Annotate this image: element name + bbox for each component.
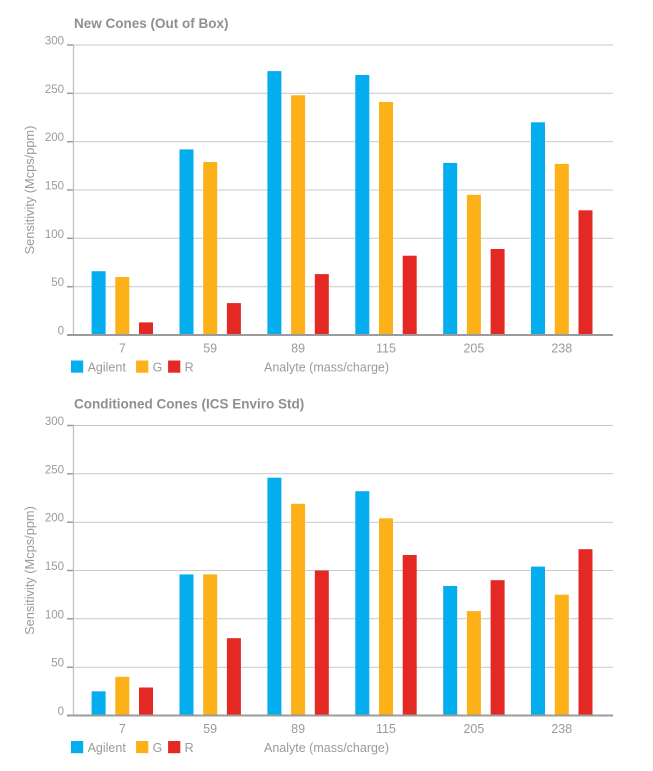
svg-text:250: 250 bbox=[45, 84, 64, 96]
svg-text:205: 205 bbox=[463, 722, 484, 736]
svg-text:R: R bbox=[185, 741, 194, 755]
svg-text:89: 89 bbox=[291, 722, 305, 736]
svg-text:7: 7 bbox=[119, 722, 126, 736]
svg-text:Analyte (mass/charge): Analyte (mass/charge) bbox=[264, 361, 389, 375]
svg-text:R: R bbox=[185, 361, 194, 375]
svg-text:250: 250 bbox=[45, 464, 64, 476]
svg-text:205: 205 bbox=[463, 342, 484, 356]
svg-text:115: 115 bbox=[376, 722, 396, 736]
svg-text:0: 0 bbox=[58, 706, 64, 718]
svg-text:0: 0 bbox=[58, 326, 64, 338]
svg-text:G: G bbox=[153, 741, 163, 755]
svg-text:300: 300 bbox=[45, 416, 64, 428]
svg-text:Agilent: Agilent bbox=[88, 361, 127, 375]
svg-text:7: 7 bbox=[119, 342, 126, 356]
svg-text:50: 50 bbox=[51, 277, 64, 289]
svg-text:Analyte (mass/charge): Analyte (mass/charge) bbox=[264, 741, 389, 755]
svg-text:238: 238 bbox=[551, 342, 572, 356]
svg-text:150: 150 bbox=[45, 561, 64, 573]
svg-text:Sensitivity (Mcps/ppm): Sensitivity (Mcps/ppm) bbox=[22, 126, 37, 255]
svg-text:200: 200 bbox=[45, 513, 64, 525]
svg-text:59: 59 bbox=[203, 342, 217, 356]
svg-text:115: 115 bbox=[376, 342, 396, 356]
svg-text:300: 300 bbox=[45, 36, 64, 48]
svg-text:G: G bbox=[153, 361, 163, 375]
svg-text:50: 50 bbox=[51, 658, 64, 670]
svg-text:89: 89 bbox=[291, 342, 305, 356]
svg-text:238: 238 bbox=[551, 722, 572, 736]
svg-text:59: 59 bbox=[203, 722, 217, 736]
svg-text:100: 100 bbox=[45, 229, 64, 241]
svg-text:150: 150 bbox=[45, 181, 64, 193]
svg-text:200: 200 bbox=[45, 132, 64, 144]
svg-text:100: 100 bbox=[45, 609, 64, 621]
svg-text:New Cones (Out of Box): New Cones (Out of Box) bbox=[74, 16, 229, 31]
svg-text:Conditioned Cones (ICS Enviro: Conditioned Cones (ICS Enviro Std) bbox=[74, 397, 304, 412]
svg-text:Agilent: Agilent bbox=[88, 741, 127, 755]
svg-text:Sensitivity (Mcps/ppm): Sensitivity (Mcps/ppm) bbox=[22, 506, 37, 635]
